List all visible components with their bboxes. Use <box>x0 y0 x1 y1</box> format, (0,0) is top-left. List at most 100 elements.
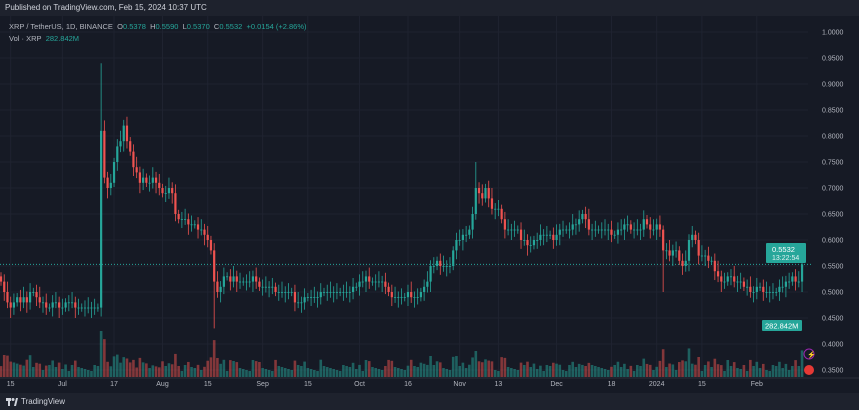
candle-body <box>322 292 326 293</box>
candle-body <box>284 292 287 293</box>
volume-bar <box>390 360 394 377</box>
candle-body <box>167 188 171 194</box>
candle-body <box>329 292 332 293</box>
candle-body <box>381 281 384 283</box>
candle-body <box>0 276 3 282</box>
volume-value: 282.842M <box>45 34 80 43</box>
volume-bar <box>251 360 255 377</box>
candle-body <box>158 182 161 188</box>
symbol-legend: XRP / TetherUS, 1D, BINANCE O0.5378 H0.5… <box>9 21 307 45</box>
volume-bar <box>645 363 649 377</box>
candle-body <box>468 229 471 235</box>
volume-bar <box>409 359 413 377</box>
bar-countdown: 13:22:54 <box>772 255 799 262</box>
volume-bar <box>707 361 710 377</box>
us-flag-event-icon[interactable] <box>804 365 814 375</box>
candle-body <box>125 125 129 142</box>
candle-body <box>393 297 397 298</box>
volume-bar <box>490 361 494 377</box>
time-tick: 2024 <box>649 381 665 388</box>
volume-bar <box>438 362 442 377</box>
volume-bar <box>519 362 523 377</box>
volume-bar <box>225 371 229 377</box>
event-lightning-icon[interactable] <box>803 348 815 360</box>
volume-bar <box>413 366 416 377</box>
candle-body <box>636 229 639 231</box>
candle-body <box>545 234 548 236</box>
volume-bar <box>577 363 581 377</box>
volume-bar <box>710 367 713 377</box>
volume-bar <box>387 359 390 377</box>
footer: TradingView <box>0 393 859 410</box>
volume-bar <box>9 361 12 377</box>
chart-area[interactable]: 1.0000 0.9500 0.9000 0.8500 0.8000 0.7500 0.70… <box>0 16 859 393</box>
symbol-title[interactable]: XRP / TetherUS, 1D, BINANCE <box>9 22 113 31</box>
volume-bar <box>464 368 468 377</box>
volume-bar <box>6 355 9 377</box>
volume-bar <box>212 340 216 377</box>
candle-body <box>561 229 565 231</box>
volume-bar <box>28 355 32 377</box>
candle-body <box>687 240 691 261</box>
candle-body <box>364 276 368 282</box>
volume-bar <box>510 368 513 377</box>
volume-bar <box>648 364 652 377</box>
candle-body <box>704 255 707 257</box>
volume-bar <box>539 365 542 377</box>
candle-body <box>416 297 419 298</box>
candle-body <box>371 281 374 283</box>
volume-bar <box>435 361 439 377</box>
candle-body <box>691 234 694 240</box>
volume-bar <box>671 364 675 377</box>
candle-body <box>90 307 93 309</box>
candle-body <box>103 130 106 178</box>
candle-body <box>555 234 558 240</box>
candle-body <box>752 292 755 293</box>
candle-body <box>471 214 474 230</box>
candle-body <box>51 302 54 308</box>
candle-body <box>38 297 41 303</box>
candle-body <box>590 229 594 231</box>
volume-bar <box>125 358 129 377</box>
candle-body <box>716 271 720 277</box>
candle-body <box>458 240 461 241</box>
volume-bar <box>351 362 355 377</box>
tradingview-logo[interactable]: TradingView <box>6 397 65 406</box>
volume-bar <box>668 363 671 377</box>
volume-bar <box>119 362 122 377</box>
candle-body <box>377 281 381 283</box>
candle-body <box>771 292 775 293</box>
candle-body <box>145 177 148 183</box>
volume-bar <box>665 367 668 377</box>
volume-bar <box>784 363 788 377</box>
volume-bar <box>12 362 16 377</box>
volume-label[interactable]: Vol · XRP <box>9 34 42 43</box>
candle-body <box>758 286 762 288</box>
volume-bar <box>32 367 35 377</box>
candle-body <box>484 188 487 199</box>
candle-body <box>720 276 723 282</box>
candle-body <box>187 219 190 225</box>
volume-bar <box>606 370 610 377</box>
volume-bar <box>167 363 171 377</box>
candle-body <box>448 266 452 267</box>
candle-body <box>93 307 96 309</box>
volume-bar <box>455 356 458 377</box>
volume-bar <box>48 365 51 377</box>
price-chart[interactable]: 1.0000 0.9500 0.9000 0.8500 0.8000 0.7500 0.70… <box>0 16 859 393</box>
volume-bar <box>271 371 274 377</box>
candle-body <box>119 141 122 147</box>
candle-body <box>565 229 568 231</box>
volume-bar <box>674 370 678 377</box>
volume-bar <box>358 364 361 377</box>
candle-body <box>64 302 67 308</box>
candle-body <box>222 276 225 287</box>
time-tick: 15 <box>698 381 706 388</box>
candle-body <box>736 281 739 283</box>
volume-bar <box>25 359 29 377</box>
candle-body <box>655 224 658 230</box>
volume-bar <box>787 370 791 377</box>
candle-body <box>251 276 255 282</box>
volume-bar <box>723 371 726 377</box>
volume-bar <box>235 362 239 377</box>
